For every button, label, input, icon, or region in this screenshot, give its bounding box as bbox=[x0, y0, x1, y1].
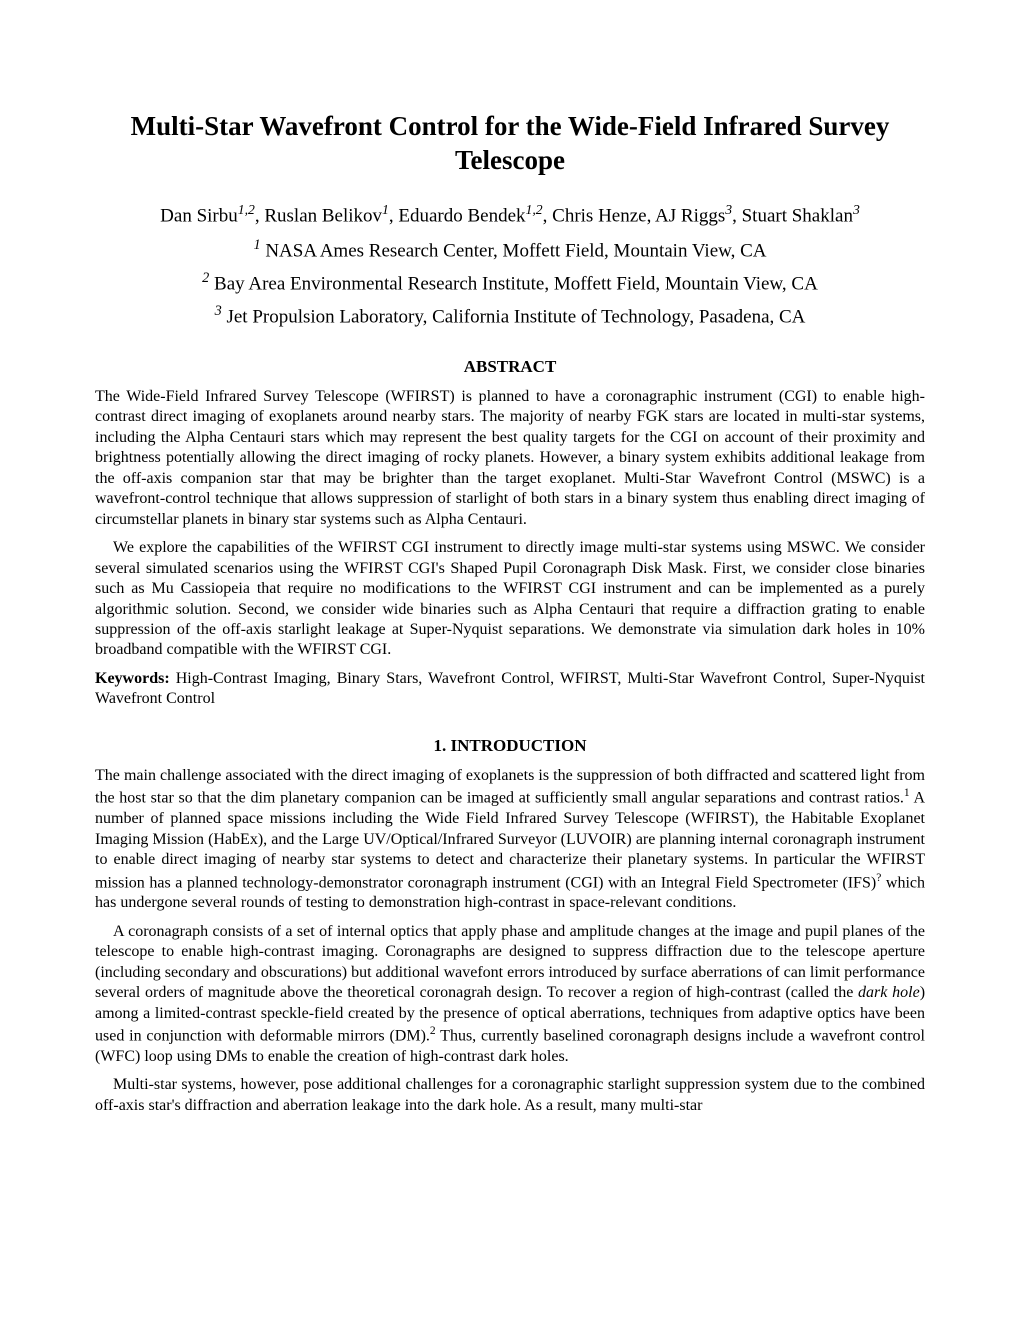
author-name: AJ Riggs bbox=[655, 205, 725, 226]
affil-sup: 3 bbox=[215, 303, 222, 319]
abstract-heading: ABSTRACT bbox=[95, 357, 925, 377]
body-span: A coronagraph consists of a set of inter… bbox=[95, 923, 925, 1001]
paper-page: Multi-Star Wavefront Control for the Wid… bbox=[0, 0, 1020, 1184]
affil-text: Bay Area Environmental Research Institut… bbox=[209, 273, 818, 294]
author-name: Stuart Shaklan bbox=[742, 205, 853, 226]
author-affil-sup: 3 bbox=[725, 202, 732, 217]
body-paragraph: A coronagraph consists of a set of inter… bbox=[95, 922, 925, 1068]
author-name: Dan Sirbu bbox=[160, 205, 238, 226]
author-affil-sup: 1,2 bbox=[238, 202, 255, 217]
author-name: Eduardo Bendek bbox=[398, 205, 525, 226]
affil-sup: 1 bbox=[253, 237, 260, 253]
body-span: The main challenge associated with the d… bbox=[95, 767, 925, 807]
body-paragraph: Multi-star systems, however, pose additi… bbox=[95, 1075, 925, 1116]
abstract-paragraph: We explore the capabilities of the WFIRS… bbox=[95, 538, 925, 661]
affiliation-line: 3 Jet Propulsion Laboratory, California … bbox=[95, 303, 925, 328]
dark-hole-term: dark hole bbox=[858, 984, 920, 1001]
affiliation-line: 2 Bay Area Environmental Research Instit… bbox=[95, 270, 925, 295]
author-name: Ruslan Belikov bbox=[264, 205, 382, 226]
author-line: Dan Sirbu1,2, Ruslan Belikov1, Eduardo B… bbox=[95, 202, 925, 227]
keywords-label: Keywords: bbox=[95, 670, 170, 687]
section-heading: 1. INTRODUCTION bbox=[95, 736, 925, 756]
affil-text: Jet Propulsion Laboratory, California In… bbox=[222, 307, 806, 328]
author-affil-sup: 1,2 bbox=[526, 202, 543, 217]
author-affil-sup: 3 bbox=[853, 202, 860, 217]
keywords-text: High-Contrast Imaging, Binary Stars, Wav… bbox=[95, 670, 925, 707]
body-paragraph: The main challenge associated with the d… bbox=[95, 766, 925, 914]
affiliation-line: 1 NASA Ames Research Center, Moffett Fie… bbox=[95, 237, 925, 262]
paper-title: Multi-Star Wavefront Control for the Wid… bbox=[95, 110, 925, 178]
keywords-line: Keywords: High-Contrast Imaging, Binary … bbox=[95, 669, 925, 710]
affil-text: NASA Ames Research Center, Moffett Field… bbox=[261, 240, 767, 261]
author-affil-sup: 1 bbox=[382, 202, 389, 217]
abstract-paragraph: The Wide-Field Infrared Survey Telescope… bbox=[95, 387, 925, 530]
author-name: Chris Henze bbox=[552, 205, 646, 226]
